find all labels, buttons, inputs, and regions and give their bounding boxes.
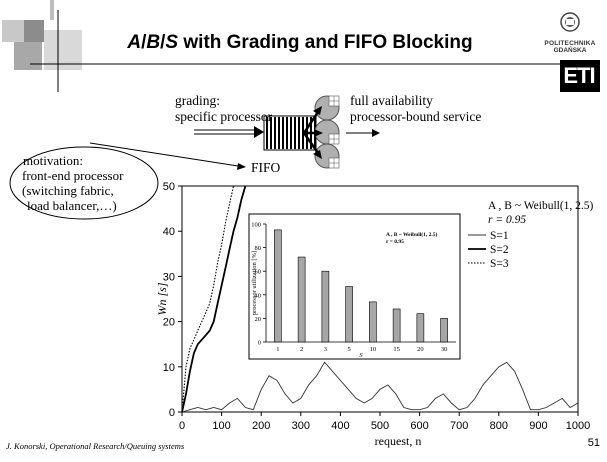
buffer-stripe [278,117,280,149]
logo-text-line2: GDAŃSKA [553,47,587,54]
inset-y-tick-label: 80 [255,245,262,252]
inset-bar [369,301,377,343]
inset-y-tick-label: 100 [251,222,261,229]
full-availability-label-1: full availability [350,93,433,108]
politechnika-logo [560,12,600,92]
inset-bar [392,308,401,343]
title-b: B [146,32,161,53]
fifo-buffer [263,115,317,151]
inset-category-label: 3 [324,346,327,353]
x-tick-label: 200 [252,420,270,432]
x-tick-label: 500 [371,420,389,432]
buffer-stripe [274,117,276,149]
inset-category-label: 30 [441,346,448,353]
x-tick-label: 300 [292,420,310,432]
title-slash-1: / [141,32,147,53]
buffer-stripe [294,117,296,149]
motivation-line-4: load balancer,…) [27,198,117,213]
x-tick-label: 900 [529,420,547,432]
y-tick-label: 20 [163,317,175,329]
inset-rho-annotation: r = 0.95 [386,239,404,245]
page-number: 51 [587,437,600,449]
fifo-label: FIFO [251,160,281,175]
inset-category-label: 2 [300,346,303,353]
x-tick-label: 100 [212,420,230,432]
distribution-annotation: A , B ~ Weibull(1, 2.5) [488,200,594,212]
inset-y-axis-label: processor utilization [%] [251,251,258,315]
inset-bar [345,286,353,343]
buffer-stripe [270,117,272,149]
buffer-stripe [302,117,304,149]
legend-label: S=2 [490,244,509,256]
motivation-line-3: (switching fabric, [22,183,114,198]
title-a: A [127,32,142,53]
inset-chart-frame [248,213,461,360]
inset-bar [297,256,306,343]
series-line-S1 [181,361,579,413]
inset-y-tick-label: 20 [255,316,262,323]
inset-bar [321,270,330,343]
buffer-stripe [286,117,288,149]
x-tick-label: 600 [410,420,428,432]
legend-label: S=1 [490,230,509,242]
grading-label-2: specific processor [175,109,273,124]
inset-y-tick-label: 0 [258,340,261,347]
legend-label: S=3 [490,258,509,270]
inset-category-label: 10 [370,346,377,353]
inset-category-label: 15 [393,346,400,353]
buffer-stripe [290,117,292,149]
footer-author: J. Konorski, Operational Research/Queuin… [6,441,185,451]
y-tick-label: 0 [169,407,175,419]
title-s: S [165,32,179,53]
inset-category-label: 5 [348,346,351,353]
y-tick-label: 40 [163,226,175,238]
processor-group [314,95,340,169]
inset-y-tick-label: 40 [255,292,262,299]
x-tick-label: 400 [331,420,349,432]
logo-mark: ETI [563,63,595,88]
grading-label-1: grading: [175,93,220,108]
logo-text-line1: POLITECHNIKA [544,40,596,47]
inset-category-label: 1 [276,346,279,353]
inset-category-label: 20 [417,346,424,353]
series-line-S3 [181,185,235,413]
motivation-line-2: front-end processor [22,168,124,183]
inset-y-tick-label: 60 [255,269,262,276]
inset-distribution-annotation: A , B ~ Weibull(1, 2.5) [386,231,438,238]
buffer-stripe [298,117,300,149]
title-rest: with Grading and FIFO Blocking [178,32,473,53]
x-tick-label: 1000 [566,420,590,432]
y-tick-label: 30 [163,271,175,283]
y-tick-label: 50 [163,181,175,193]
x-axis-label: request, n [375,434,422,448]
x-tick-label: 0 [179,420,185,432]
inset-bar [416,313,425,343]
series-line-S2 [181,185,247,413]
buffer-stripe [282,117,284,149]
rho-annotation: r = 0.95 [488,214,526,226]
y-axis-label: Wn [s] [155,282,169,315]
inset-bar [440,318,448,343]
slide-title: A/B/S with Grading and FIFO Blocking [100,32,500,54]
motivation-line-1: motivation: [23,153,83,168]
title-slash-2: / [160,32,166,53]
inset-bar [274,229,282,343]
buffer-stripe [266,117,268,149]
inset-x-axis-label: S [359,352,363,359]
x-tick-label: 700 [450,420,468,432]
y-tick-label: 10 [163,362,175,374]
full-availability-label-2: processor-bound service [350,109,482,124]
x-tick-label: 800 [490,420,508,432]
